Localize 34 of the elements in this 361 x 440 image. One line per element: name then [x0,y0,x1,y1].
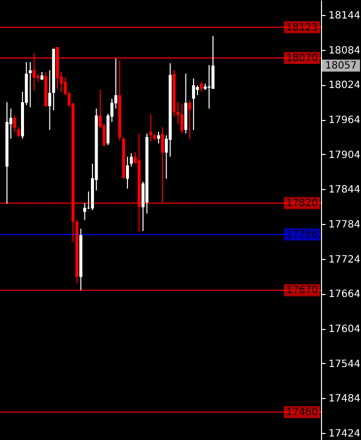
candlestick [196,84,199,96]
y-tick-label: 17784 [328,220,360,231]
candlestick [180,102,184,134]
y-tick-label: 17964 [328,115,360,126]
y-tick-label: 17844 [328,184,360,196]
annotation: 18057 [325,60,357,72]
candlestick [200,81,203,92]
candlestick [126,156,129,190]
candlestick [188,100,192,140]
ref-line-label: 17766 [286,230,318,241]
candlestick [17,126,20,138]
candlestick [211,35,214,90]
ref-line-label: 18070 [286,53,318,64]
candlestick [83,202,86,220]
ref-line-label: 18123 [286,22,318,34]
candlestick [28,62,32,108]
candlestick [149,114,152,142]
candlestick [13,115,16,132]
candlestick [48,70,52,131]
y-tick-label: 17664 [328,289,360,300]
y-tick-label: 18024 [328,80,360,92]
y-tick-label: 18144 [328,10,360,22]
ref-line-label: 17670 [286,285,318,296]
y-tick-label: 17724 [328,254,360,266]
y-tick-label: 17604 [328,324,360,336]
y-tick-label: 17424 [328,428,360,440]
ref-line-label: 17820 [286,198,318,210]
candlestick [192,78,196,131]
candlestick [130,152,133,168]
y-tick-label: 17544 [328,358,360,370]
ref-line-label: 17460 [286,407,318,418]
y-tick-label: 18084 [328,45,360,56]
y-tick-label: 17484 [328,394,360,405]
y-tick-label: 17904 [328,150,360,161]
